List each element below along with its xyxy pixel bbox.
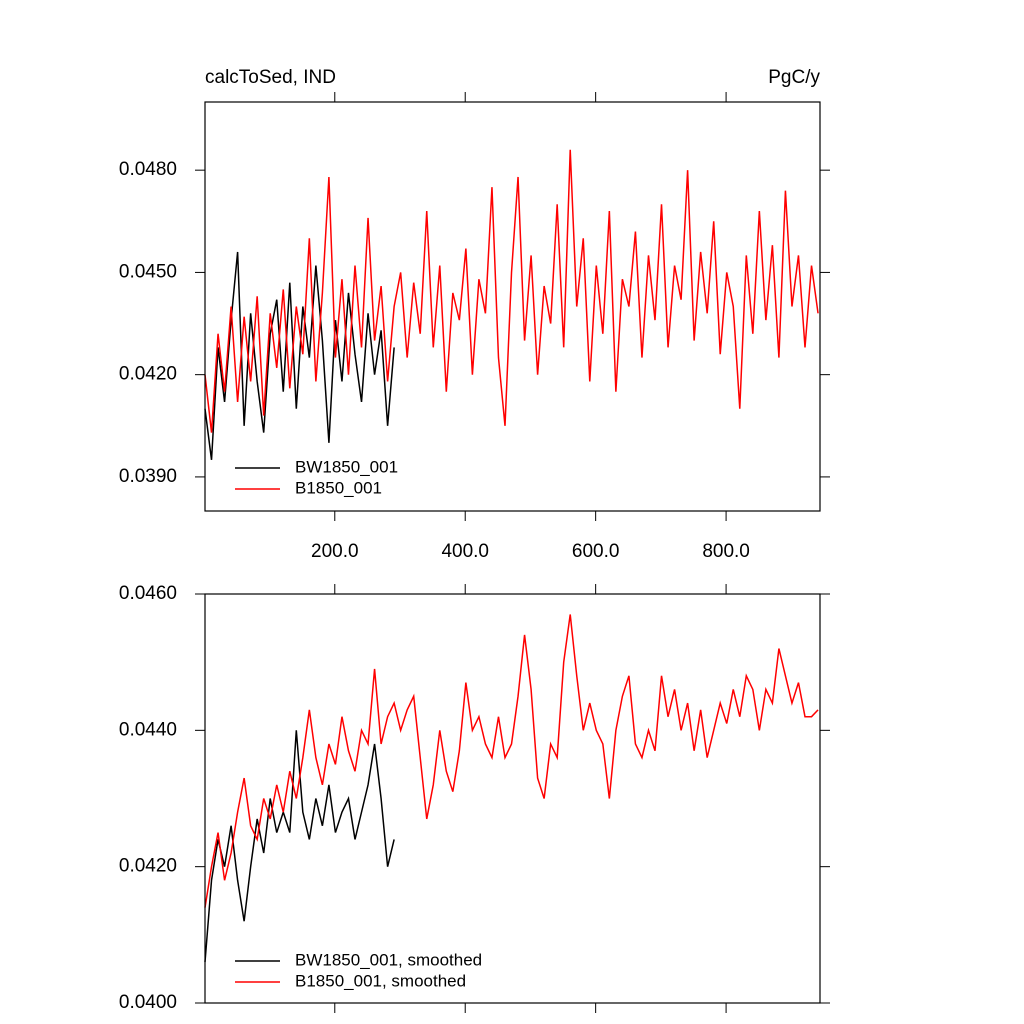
series-line: [204, 730, 395, 963]
y-tick-label: 0.0420: [119, 364, 177, 385]
y-tick-label: 0.0440: [119, 719, 177, 740]
y-tick-label: 0.0450: [119, 261, 177, 282]
x-tick-label: 200.0: [311, 541, 359, 562]
legend-label: BW1850_001: [295, 457, 398, 476]
legend-label: BW1850_001, smoothed: [295, 950, 482, 969]
y-tick-label: 0.0400: [119, 992, 177, 1013]
x-tick-label: 800.0: [702, 541, 750, 562]
series-line: [204, 149, 819, 433]
x-tick-label: 400.0: [441, 541, 489, 562]
chart-title: calcToSed, IND: [205, 67, 336, 88]
legend-label: B1850_001, smoothed: [295, 971, 466, 990]
y-tick-label: 0.0480: [119, 159, 177, 180]
y-tick-label: 0.0390: [119, 466, 177, 487]
series-line: [204, 251, 395, 460]
plot-frame: [204, 101, 821, 512]
units-label: PgC/y: [768, 67, 820, 88]
plot-frame: [204, 593, 821, 1004]
y-tick-label: 0.0460: [119, 583, 177, 604]
legend-label: B1850_001: [295, 478, 382, 497]
y-tick-label: 0.0420: [119, 856, 177, 877]
series-line: [204, 614, 819, 908]
x-tick-label: 600.0: [572, 541, 620, 562]
